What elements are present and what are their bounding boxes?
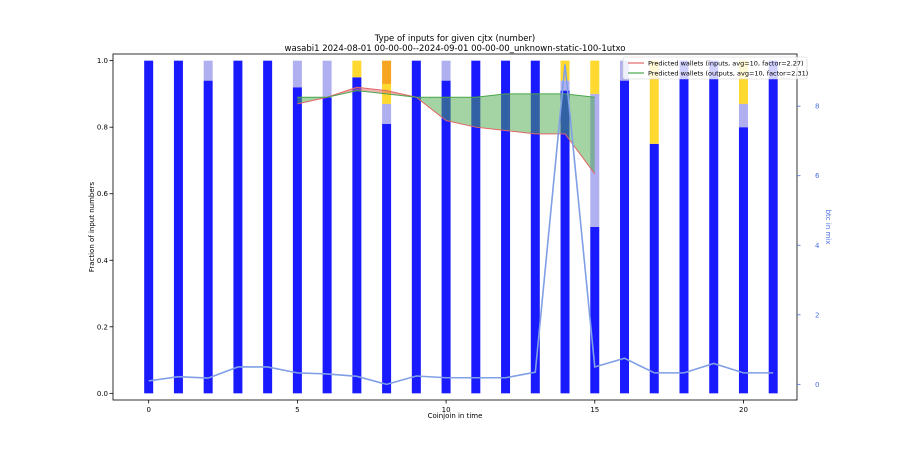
bar-segment xyxy=(322,60,332,98)
bar-segment xyxy=(709,60,719,394)
wallet-difference-fill xyxy=(535,93,566,134)
bar-segment xyxy=(352,77,362,394)
plot-frame xyxy=(112,53,798,401)
bar-segment xyxy=(649,143,659,394)
legend-box xyxy=(622,56,808,80)
legend-label: Predicted wallets (outputs, avg=10, fact… xyxy=(648,69,808,77)
y-tick-label: 0.2 xyxy=(97,323,108,331)
bar-segment xyxy=(620,80,630,394)
bar-segment xyxy=(173,60,183,394)
bar-segment xyxy=(560,80,570,91)
bar-segment xyxy=(203,60,213,81)
x-tick-label: 0 xyxy=(146,406,150,414)
bar-segment xyxy=(560,90,570,394)
bar-segment xyxy=(203,80,213,394)
x-tick-label: 10 xyxy=(442,406,451,414)
bar-segment xyxy=(768,60,778,394)
bar-segment xyxy=(441,80,451,394)
btc-in-mix-line xyxy=(148,64,774,386)
bar-segment xyxy=(679,60,689,394)
x-tick-label: 15 xyxy=(590,406,599,414)
chart-title: Type of inputs for given cjtx (number) xyxy=(374,34,536,44)
x-tick-label: 20 xyxy=(739,406,748,414)
y-right-tick-label: 4 xyxy=(815,242,820,250)
wallet-difference-fill xyxy=(565,93,595,174)
legend-label: Predicted wallets (inputs, avg=10, facto… xyxy=(648,59,804,67)
bar-segment xyxy=(382,60,392,84)
y-axis-left: 0.0 0.2 0.4 0.6 0.8 1.0 xyxy=(97,57,113,398)
btc-in-mix-layer xyxy=(148,64,774,386)
inputs-wallet-line xyxy=(297,86,596,175)
wallet-difference-fill xyxy=(475,93,506,131)
bar-segment xyxy=(144,60,154,394)
bar-segment xyxy=(263,60,273,394)
bar-segment xyxy=(501,60,511,394)
bar-segment xyxy=(352,60,362,78)
outputs-wallet-line xyxy=(297,90,595,98)
bar-segment xyxy=(590,227,600,394)
bar-segment xyxy=(590,60,600,94)
bar-segment xyxy=(292,87,302,394)
wallet-difference-fill xyxy=(446,97,476,128)
y-right-tick-label: 6 xyxy=(815,172,820,180)
bar-segment xyxy=(738,127,748,394)
y-axis-right-label: btc in mix xyxy=(824,210,832,245)
y-tick-label: 0.4 xyxy=(97,257,109,265)
chart-subtitle: wasabi1 2024-08-01 00-00-00--2024-09-01 … xyxy=(285,44,626,54)
y-tick-label: 1.0 xyxy=(97,57,108,65)
bar-segment xyxy=(530,60,540,394)
y-tick-label: 0.6 xyxy=(97,190,109,198)
bar-segment xyxy=(382,123,392,394)
y-axis-label: Fraction of input numbers xyxy=(88,181,96,272)
y-tick-label: 0.8 xyxy=(97,124,108,132)
y-axis-right: 0 2 4 6 8 xyxy=(797,103,820,389)
y-right-tick-label: 0 xyxy=(815,381,819,389)
bar-segment xyxy=(738,103,748,128)
x-tick-label: 5 xyxy=(295,406,299,414)
bar-segment xyxy=(411,60,421,394)
legend: Predicted wallets (inputs, avg=10, facto… xyxy=(622,56,808,80)
bar-segment xyxy=(441,60,451,81)
x-axis-label: Coinjoin in time xyxy=(428,412,483,420)
bar-segment xyxy=(738,60,748,104)
bar-segment xyxy=(292,60,302,88)
wallet-difference-fill xyxy=(505,93,536,134)
bar-segment xyxy=(233,60,243,394)
y-right-tick-label: 2 xyxy=(815,311,819,319)
lines-layer xyxy=(297,86,596,175)
bar-segment xyxy=(382,103,392,124)
bar-segment xyxy=(322,97,332,394)
bars-layer xyxy=(144,60,778,394)
bar-segment xyxy=(649,60,659,144)
y-right-tick-label: 8 xyxy=(815,103,819,111)
y-tick-label: 0.0 xyxy=(97,390,108,398)
wallet-difference-fill xyxy=(356,87,387,94)
bar-segment xyxy=(471,60,481,394)
x-axis: 0 5 10 15 20 xyxy=(146,400,748,414)
